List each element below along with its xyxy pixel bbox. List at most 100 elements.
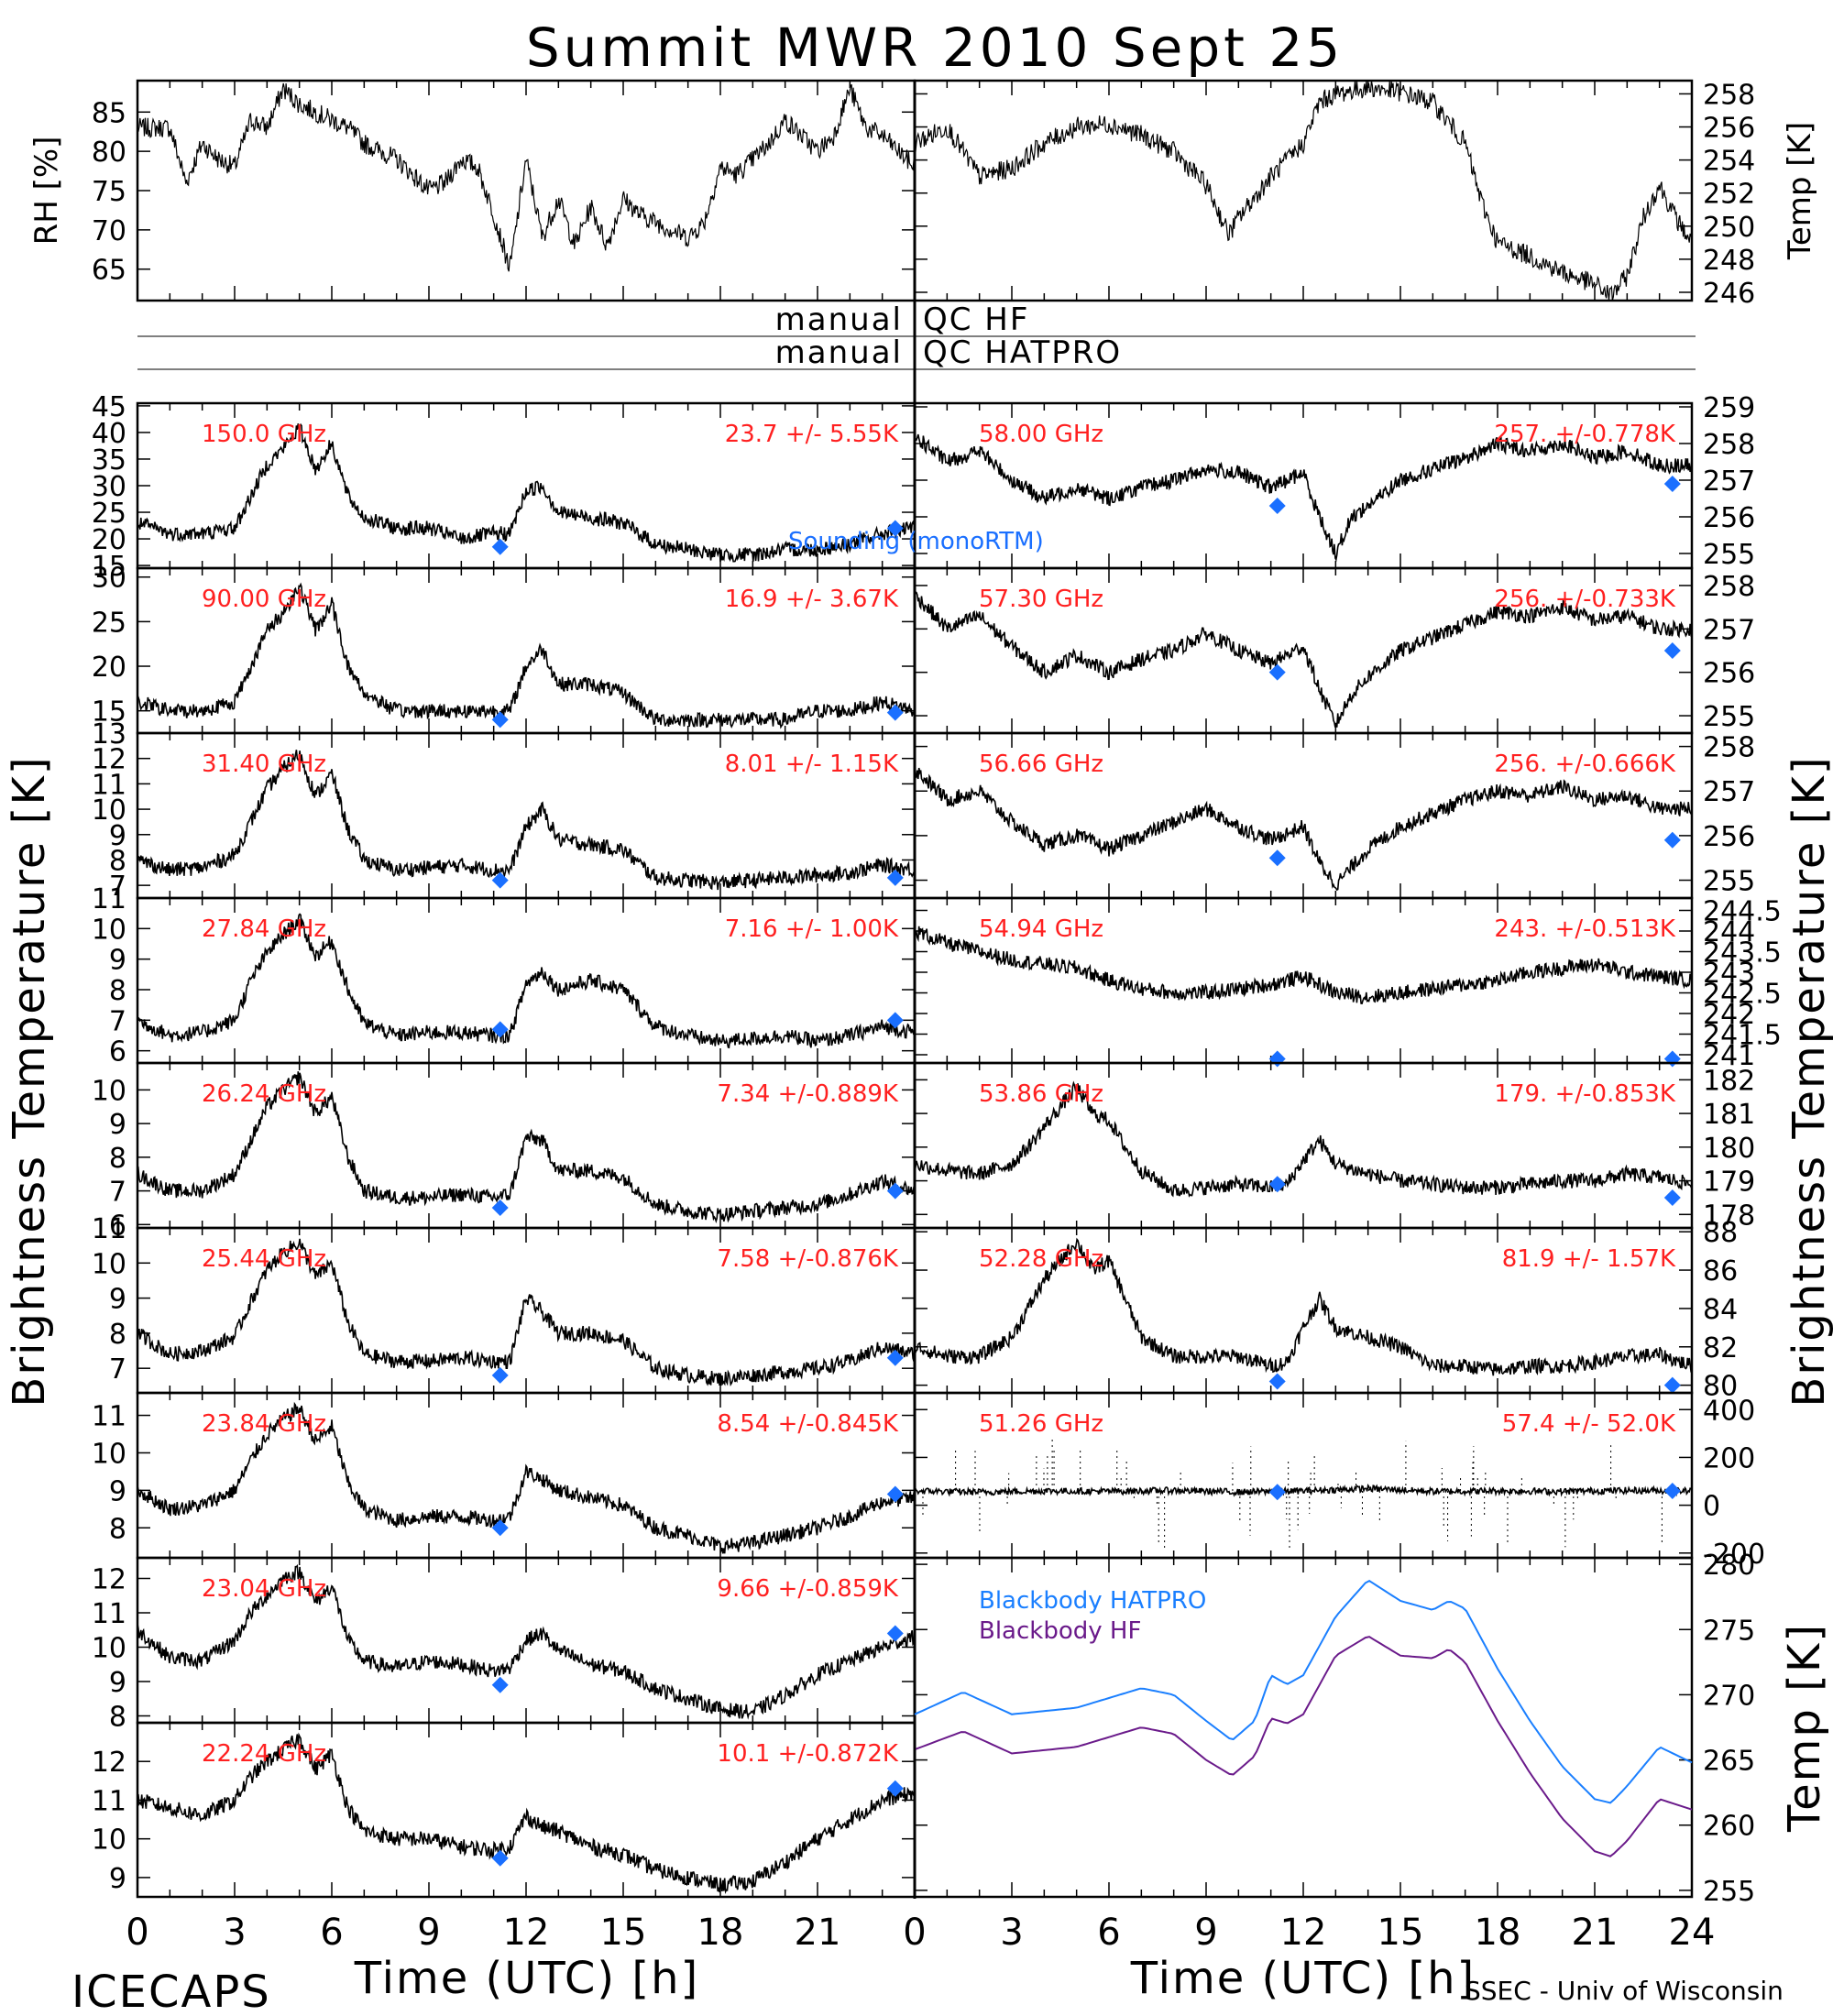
series-line [914, 1484, 1693, 1497]
channel-stat: 10.1 +/-0.872K [717, 1740, 899, 1768]
x-tick-label-right: 21 [1572, 1912, 1619, 1954]
qc-hf-right-label: QC HF [923, 301, 1029, 338]
sonde-marker [1268, 1484, 1286, 1501]
y-tick-label: 20 [92, 524, 126, 556]
sonde-marker [886, 1485, 904, 1503]
panel-ch51: -200 0 200 400 51.26 GHz 57.4 +/- 52.0K [913, 1391, 1765, 1571]
sonde-marker [886, 1182, 904, 1200]
channel-label: 31.40 GHz [202, 751, 326, 778]
y-tick-label: 7 [109, 1005, 126, 1037]
channel-label: 25.44 GHz [202, 1245, 326, 1273]
sonde-legend: Sounding (monoRTM) [788, 528, 1044, 555]
y-tick-label: 25 [92, 498, 126, 530]
y-tick-label: 8 [109, 1513, 126, 1545]
y-tick-label: 10 [92, 794, 126, 827]
channel-label: 52.28 GHz [979, 1245, 1103, 1273]
y-tick-label: 259 [1703, 392, 1755, 424]
y-tick-label: 86 [1703, 1255, 1738, 1287]
y-tick-label: 7 [109, 1177, 126, 1209]
channel-stat: 257. +/-0.778K [1494, 421, 1676, 448]
y-tick-label: 10 [92, 1438, 126, 1470]
y-tick-label: 13 [92, 718, 126, 751]
x-tick-label-left: 12 [503, 1912, 550, 1954]
sonde-marker [886, 869, 904, 886]
y-tick-label: 70 [92, 215, 126, 247]
left-xlabel: Time (UTC) [h] [354, 1953, 699, 2004]
y-tick-label: 244.5 [1703, 896, 1782, 928]
y-tick-label: 250 [1703, 212, 1755, 244]
y-tick-label: 65 [92, 255, 126, 287]
y-tick-label: 9 [109, 1109, 126, 1141]
x-tick-label-left: 3 [223, 1912, 246, 1954]
series-line [137, 1732, 916, 1894]
series-line [137, 422, 916, 563]
y-tick-label: 280 [1703, 1550, 1755, 1582]
y-tick-label: 260 [1703, 1811, 1755, 1843]
sonde-marker [886, 1625, 904, 1642]
y-tick-label: 256 [1703, 113, 1755, 145]
series-line [137, 82, 916, 272]
y-tick-label: 181 [1703, 1099, 1755, 1131]
y-tick-label: 11 [92, 769, 126, 801]
y-tick-label: 257 [1703, 614, 1755, 646]
channel-label: 90.00 GHz [202, 586, 326, 613]
channel-stat: 7.34 +/-0.889K [717, 1080, 899, 1108]
y-tick-label: 8 [109, 845, 126, 877]
sonde-marker [1268, 1176, 1286, 1193]
y-tick-label: 75 [92, 176, 126, 208]
y-tick-label: 9 [109, 1863, 126, 1895]
x-tick-labels: 0 3 6 9 12 15 18 21 0 3 6 9 12 15 18 21 24 [126, 1912, 1715, 1954]
y-tick-label: 9 [109, 1284, 126, 1316]
channel-stat: 243. +/-0.513K [1494, 915, 1676, 943]
x-tick-label-left: 15 [600, 1912, 647, 1954]
y-tick-label: 10 [92, 1248, 126, 1280]
channel-label: 22.24 GHz [202, 1740, 326, 1768]
y-tick-label: 80 [92, 137, 126, 169]
y-tick-label: 20 [92, 652, 126, 684]
y-tick-label: 12 [92, 1564, 126, 1596]
y-tick-label: 7 [109, 1353, 126, 1386]
channel-label: 57.30 GHz [979, 586, 1103, 613]
y-tick-label: 258 [1703, 79, 1755, 111]
x-tick-label-left: 18 [697, 1912, 744, 1954]
legend-hatpro: Blackbody HATPRO [979, 1587, 1206, 1615]
y-tick-label: 10 [92, 914, 126, 946]
channel-label: 26.24 GHz [202, 1080, 326, 1108]
footer-left: ICECAPS [71, 1967, 271, 2016]
y-tick-label: 35 [92, 444, 126, 477]
y-tick-label: 12 [92, 744, 126, 776]
series-line [914, 80, 1693, 301]
sonde-marker [1663, 831, 1681, 849]
sonde-marker [491, 1021, 509, 1038]
sonde-marker [1663, 642, 1681, 659]
y-tick-label: 12 [92, 1747, 126, 1779]
panel-blackbody: 255 260 265 270 275 280 Blackbody HATPROBlackb… [913, 1550, 1830, 1908]
qc-hf-left-label: manual [775, 301, 903, 338]
y-tick-label: 10 [92, 1824, 126, 1857]
y-tick-label: 400 [1703, 1395, 1755, 1427]
y-tick-label: 0 [1703, 1491, 1720, 1523]
series-line [914, 767, 1693, 892]
sonde-marker [1268, 663, 1286, 681]
panel-frame [136, 79, 916, 302]
y-tick-label: 25 [92, 607, 126, 639]
left-ylabel: Brightness Temperature [K] [4, 755, 55, 1407]
y-tick-label: 255 [1703, 539, 1755, 571]
panel-ch58: 255 256 257 258 259 58.00 GHz 257. +/-0.778K [913, 392, 1755, 571]
y-tick-label: 85 [92, 97, 126, 129]
qc-rows: manual QC HF manual QC HATPRO [137, 301, 1696, 371]
right-xlabel: Time (UTC) [h] [1130, 1953, 1476, 2004]
sonde-marker [1663, 1376, 1681, 1394]
sonde-marker [1663, 1482, 1681, 1499]
y-tick-label: 84 [1703, 1294, 1738, 1326]
y-tick-label: 258 [1703, 429, 1755, 461]
series-line [137, 750, 916, 891]
sonde-marker [886, 1012, 904, 1029]
y-tick-label: 256 [1703, 502, 1755, 534]
y-tick-label: 244 [1703, 916, 1755, 948]
sonde-marker [1268, 849, 1286, 867]
y-tick-label: 9 [109, 1475, 126, 1507]
y-tick-label: 11 [92, 1213, 126, 1245]
y-tick-label: 15 [92, 696, 126, 729]
